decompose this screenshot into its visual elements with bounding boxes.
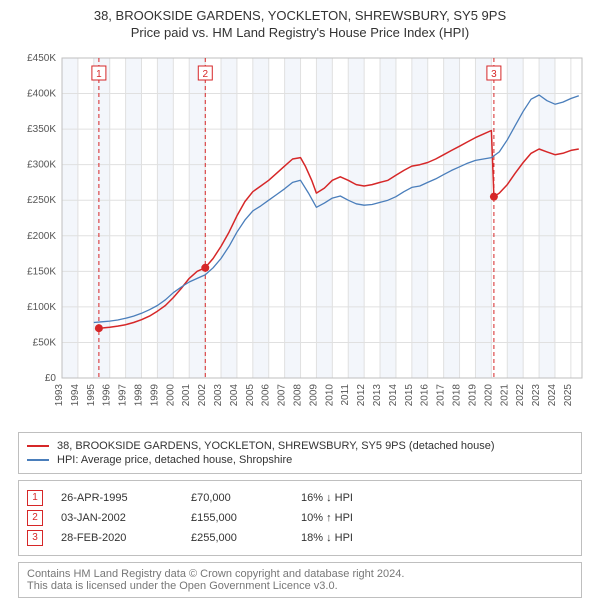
y-tick-label: £450K <box>27 53 56 64</box>
alt-band <box>507 58 523 378</box>
marker-badge-label: 2 <box>202 69 208 80</box>
x-tick-label: 2012 <box>356 383 367 406</box>
x-tick-label: 2005 <box>245 383 256 406</box>
transaction-price: £70,000 <box>191 492 301 504</box>
title-line-1: 38, BROOKSIDE GARDENS, YOCKLETON, SHREWS… <box>94 8 506 23</box>
alt-band <box>539 58 555 378</box>
y-tick-label: £50K <box>33 337 57 348</box>
x-tick-label: 1995 <box>86 383 97 406</box>
y-tick-label: £350K <box>27 124 56 135</box>
legend-swatch <box>27 459 49 461</box>
x-tick-label: 2023 <box>531 383 542 406</box>
transaction-price: £255,000 <box>191 532 301 544</box>
alt-band <box>444 58 460 378</box>
alt-band <box>316 58 332 378</box>
x-tick-label: 2007 <box>277 383 288 406</box>
y-tick-label: £0 <box>45 373 57 384</box>
transaction-hpi: 18% ↓ HPI <box>301 532 353 544</box>
transaction-price: £155,000 <box>191 512 301 524</box>
y-tick-label: £200K <box>27 231 56 242</box>
transaction-date: 26-APR-1995 <box>61 492 191 504</box>
x-tick-label: 2006 <box>261 383 272 406</box>
transaction-row: 2 03-JAN-2002£155,00010% ↑ HPI <box>27 510 573 526</box>
x-tick-label: 2002 <box>197 383 208 406</box>
x-tick-label: 2013 <box>372 383 383 406</box>
transaction-hpi: 16% ↓ HPI <box>301 492 353 504</box>
alt-band <box>380 58 396 378</box>
y-tick-label: £100K <box>27 302 56 313</box>
x-tick-label: 2022 <box>515 383 526 406</box>
x-tick-label: 2025 <box>563 383 574 406</box>
transaction-marker: 3 <box>27 530 43 546</box>
chart: £0 £50K £100K £150K £200K £250K £300K £350K £400… <box>10 46 590 426</box>
x-tick-label: 1998 <box>134 383 145 406</box>
marker-badge-label: 3 <box>491 69 497 80</box>
x-tick-label: 2019 <box>467 383 478 406</box>
x-tick-label: 2020 <box>483 383 494 406</box>
legend-label: 38, BROOKSIDE GARDENS, YOCKLETON, SHREWS… <box>57 440 495 452</box>
title-line-2: Price paid vs. HM Land Registry's House … <box>131 25 469 40</box>
x-tick-label: 2018 <box>452 383 463 406</box>
credit-line-1: Contains HM Land Registry data © Crown c… <box>27 568 573 580</box>
x-tick-label: 1994 <box>70 383 81 406</box>
x-tick-label: 2014 <box>388 383 399 406</box>
x-tick-label: 2009 <box>308 383 319 406</box>
x-tick-label: 2001 <box>181 383 192 406</box>
y-tick-label: £300K <box>27 159 56 170</box>
transactions-table: 1 26-APR-1995£70,00016% ↓ HPI 2 03-JAN-2002… <box>18 480 582 556</box>
transaction-date: 28-FEB-2020 <box>61 532 191 544</box>
x-tick-label: 2016 <box>420 383 431 406</box>
chart-svg: £0 £50K £100K £150K £200K £250K £300K £350K £400… <box>10 46 590 426</box>
x-tick-label: 1993 <box>54 383 65 406</box>
x-tick-label: 1999 <box>149 383 160 406</box>
x-tick-label: 2017 <box>436 383 447 406</box>
chart-title: 38, BROOKSIDE GARDENS, YOCKLETON, SHREWS… <box>10 8 590 42</box>
alt-band <box>253 58 269 378</box>
root: 38, BROOKSIDE GARDENS, YOCKLETON, SHREWS… <box>0 0 600 590</box>
x-tick-label: 2004 <box>229 383 240 406</box>
alt-band <box>348 58 364 378</box>
x-tick-label: 2008 <box>293 383 304 406</box>
alt-band <box>189 58 205 378</box>
legend-row: 38, BROOKSIDE GARDENS, YOCKLETON, SHREWS… <box>27 440 573 452</box>
alt-band <box>285 58 301 378</box>
y-tick-label: £400K <box>27 88 56 99</box>
x-tick-label: 2003 <box>213 383 224 406</box>
transaction-row: 3 28-FEB-2020£255,00018% ↓ HPI <box>27 530 573 546</box>
alt-band <box>412 58 428 378</box>
credits: Contains HM Land Registry data © Crown c… <box>18 562 582 598</box>
alt-band <box>221 58 237 378</box>
alt-band <box>126 58 142 378</box>
y-tick-label: £250K <box>27 195 56 206</box>
x-tick-label: 2024 <box>547 383 558 406</box>
alt-band <box>62 58 78 378</box>
legend-row: HPI: Average price, detached house, Shro… <box>27 454 573 466</box>
marker-badge-label: 1 <box>96 69 102 80</box>
transaction-date: 03-JAN-2002 <box>61 512 191 524</box>
y-tick-label: £150K <box>27 266 56 277</box>
x-tick-label: 1997 <box>118 383 129 406</box>
x-tick-label: 2011 <box>340 383 351 405</box>
legend: 38, BROOKSIDE GARDENS, YOCKLETON, SHREWS… <box>18 432 582 474</box>
alt-band <box>475 58 491 378</box>
alt-band <box>157 58 173 378</box>
x-tick-label: 2010 <box>324 383 335 406</box>
legend-label: HPI: Average price, detached house, Shro… <box>57 454 292 466</box>
x-tick-label: 2000 <box>165 383 176 406</box>
x-tick-label: 1996 <box>102 383 113 406</box>
transaction-row: 1 26-APR-1995£70,00016% ↓ HPI <box>27 490 573 506</box>
transaction-marker: 2 <box>27 510 43 526</box>
transaction-marker: 1 <box>27 490 43 506</box>
x-tick-label: 2015 <box>404 383 415 406</box>
legend-swatch <box>27 445 49 447</box>
transaction-hpi: 10% ↑ HPI <box>301 512 353 524</box>
x-tick-label: 2021 <box>499 383 510 406</box>
